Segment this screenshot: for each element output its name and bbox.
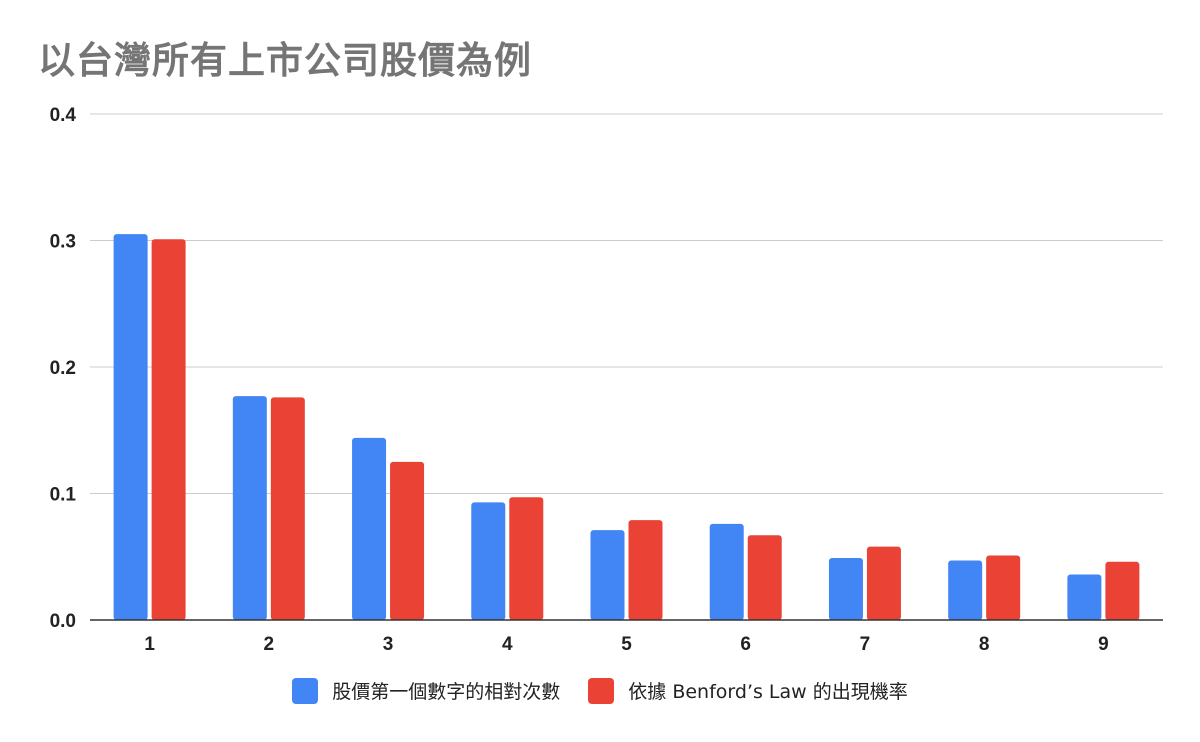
legend-swatch-series-1 bbox=[292, 677, 319, 704]
bar-series-2-1[interactable] bbox=[151, 239, 186, 621]
legend-label-series-1: 股價第一個數字的相對次數 bbox=[332, 681, 561, 703]
y-tick-label: 0.1 bbox=[50, 485, 77, 506]
x-tick-label: 1 bbox=[144, 634, 155, 655]
bar-series-2-7[interactable] bbox=[866, 546, 901, 620]
bars bbox=[113, 234, 1140, 621]
legend: 股價第一個數字的相對次數 依據 Benford’s Law 的出現機率 bbox=[0, 677, 1200, 704]
y-tick-label: 0.4 bbox=[50, 105, 77, 126]
bar-series-1-8[interactable] bbox=[948, 560, 983, 620]
bar-series-1-1[interactable] bbox=[113, 234, 148, 621]
bar-series-1-5[interactable] bbox=[590, 530, 625, 620]
y-tick-label: 0.0 bbox=[50, 611, 76, 632]
legend-item-series-2[interactable]: 依據 Benford’s Law 的出現機率 bbox=[588, 677, 908, 704]
bar-series-2-9[interactable] bbox=[1105, 561, 1140, 620]
grid-lines bbox=[90, 113, 1163, 494]
bar-series-2-5[interactable] bbox=[628, 520, 663, 620]
bar-series-2-2[interactable] bbox=[270, 397, 305, 620]
x-tick-label: 9 bbox=[1098, 634, 1109, 655]
x-tick-label: 3 bbox=[383, 634, 394, 655]
x-axis-ticks: 1 2 3 4 5 6 7 8 9 bbox=[144, 634, 1108, 655]
legend-swatch-series-2 bbox=[588, 677, 615, 704]
legend-label-series-2: 依據 Benford’s Law 的出現機率 bbox=[628, 681, 908, 703]
x-tick-label: 4 bbox=[502, 634, 513, 655]
y-tick-label: 0.2 bbox=[50, 358, 76, 379]
bar-series-1-9[interactable] bbox=[1067, 574, 1102, 620]
x-tick-label: 6 bbox=[740, 634, 751, 655]
bar-series-2-4[interactable] bbox=[509, 497, 544, 620]
bar-series-1-6[interactable] bbox=[709, 523, 744, 620]
y-axis-ticks: 0.0 0.1 0.2 0.3 0.4 bbox=[50, 105, 77, 632]
y-tick-label: 0.3 bbox=[50, 232, 76, 253]
x-tick-label: 8 bbox=[979, 634, 990, 655]
x-tick-label: 7 bbox=[860, 634, 871, 655]
legend-item-series-1[interactable]: 股價第一個數字的相對次數 bbox=[292, 677, 560, 704]
bar-series-2-6[interactable] bbox=[747, 535, 782, 620]
bar-series-2-8[interactable] bbox=[986, 555, 1021, 620]
bar-series-1-7[interactable] bbox=[828, 558, 863, 620]
bar-series-2-3[interactable] bbox=[390, 461, 425, 620]
chart-title: 以台灣所有上市公司股價為例 bbox=[38, 39, 532, 82]
x-tick-label: 2 bbox=[264, 634, 275, 655]
bar-series-1-3[interactable] bbox=[352, 437, 387, 620]
bar-series-1-4[interactable] bbox=[471, 502, 506, 620]
bar-series-1-2[interactable] bbox=[232, 396, 267, 620]
x-tick-label: 5 bbox=[621, 634, 632, 655]
